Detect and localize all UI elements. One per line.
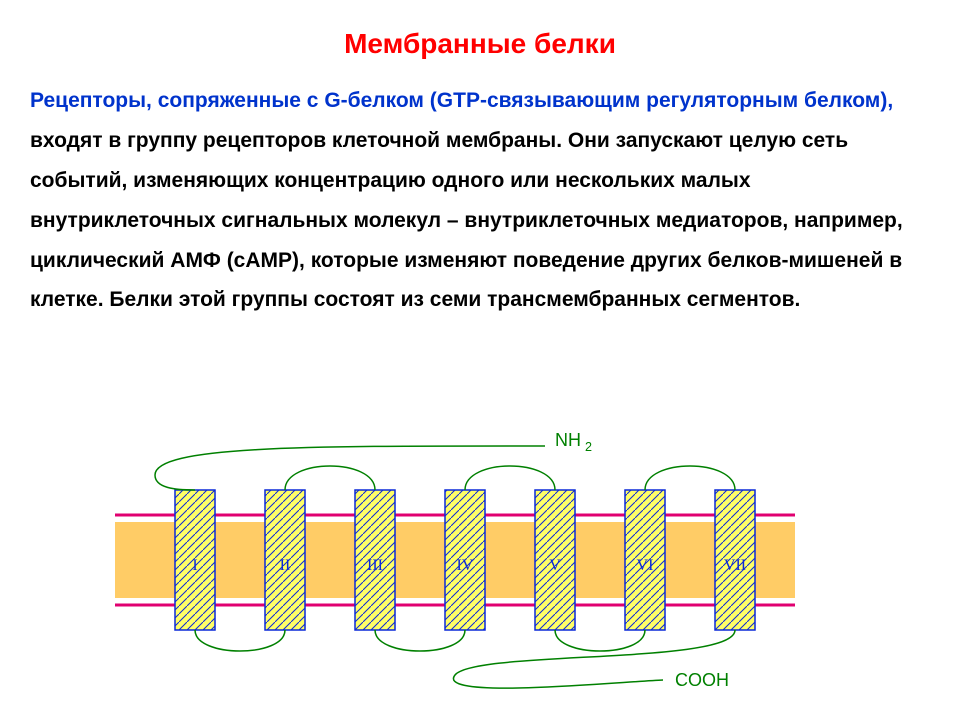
svg-text:IV: IV [457, 557, 474, 574]
svg-text:VI: VI [637, 557, 654, 574]
svg-text:II: II [280, 557, 291, 574]
rest-span: входят в группу рецепторов клеточной мем… [30, 129, 903, 312]
svg-text:NH: NH [555, 430, 581, 450]
diagram-svg: IIIIIIIVVVIVIINH2COOH [115, 430, 895, 690]
svg-text:III: III [367, 557, 383, 574]
membrane-diagram: IIIIIIIVVVIVIINH2COOH [115, 430, 895, 690]
svg-text:I: I [192, 557, 197, 574]
svg-text:V: V [549, 557, 561, 574]
body-paragraph: Рецепторы, сопряженные с G-белком (GTP-с… [30, 81, 930, 320]
svg-text:VII: VII [724, 557, 746, 574]
svg-text:COOH: COOH [675, 670, 729, 690]
slide-title: Мембранные белки [30, 28, 930, 60]
svg-text:2: 2 [585, 440, 592, 454]
lead-span: Рецепторы, сопряженные с G-белком (GTP-с… [30, 89, 893, 112]
